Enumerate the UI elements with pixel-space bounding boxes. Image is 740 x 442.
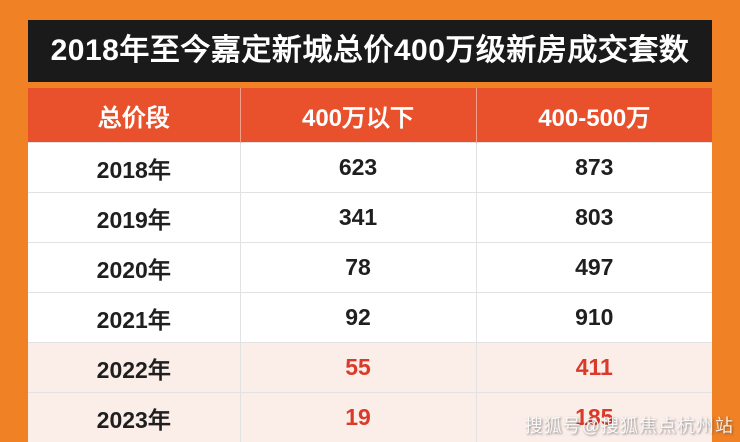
value-cell: 92 xyxy=(239,292,477,343)
value-cell: 910 xyxy=(475,292,712,343)
column-header-price-band: 总价段 xyxy=(28,88,241,143)
value-cell: 411 xyxy=(475,342,712,393)
year-cell: 2020年 xyxy=(28,242,241,293)
table-row-highlighted: 2023年 19 185 xyxy=(28,392,712,442)
value-cell: 803 xyxy=(475,192,712,243)
column-header-400-500: 400-500万 xyxy=(475,88,712,143)
table-row: 2021年 92 910 xyxy=(28,292,712,343)
value-cell: 78 xyxy=(239,242,477,293)
table-row: 2020年 78 497 xyxy=(28,242,712,293)
value-cell: 55 xyxy=(239,342,477,393)
table-row-highlighted: 2022年 55 411 xyxy=(28,342,712,393)
value-cell: 623 xyxy=(239,142,477,193)
value-cell: 19 xyxy=(239,392,477,442)
year-cell: 2021年 xyxy=(28,292,241,343)
value-cell: 497 xyxy=(475,242,712,293)
value-cell: 873 xyxy=(475,142,712,193)
table-row: 2019年 341 803 xyxy=(28,192,712,243)
year-cell: 2019年 xyxy=(28,192,241,243)
year-cell: 2022年 xyxy=(28,342,241,393)
price-band-table: 总价段 400万以下 400-500万 2018年 623 873 2019年 … xyxy=(28,88,712,442)
page-title: 2018年至今嘉定新城总价400万级新房成交套数 xyxy=(28,20,712,82)
year-cell: 2018年 xyxy=(28,142,241,193)
table-row: 2018年 623 873 xyxy=(28,142,712,193)
value-cell: 185 xyxy=(475,392,712,442)
table-header-row: 总价段 400万以下 400-500万 xyxy=(28,88,712,143)
column-header-under-400: 400万以下 xyxy=(239,88,476,143)
year-cell: 2023年 xyxy=(28,392,241,442)
value-cell: 341 xyxy=(239,192,477,243)
